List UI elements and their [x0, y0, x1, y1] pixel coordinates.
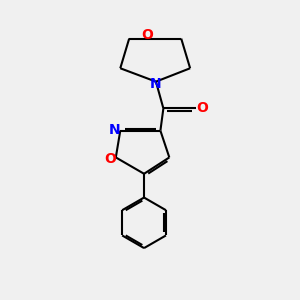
Text: O: O — [141, 28, 153, 42]
Text: N: N — [109, 123, 121, 137]
Text: O: O — [196, 101, 208, 116]
Text: O: O — [104, 152, 116, 166]
Text: N: N — [150, 77, 162, 91]
